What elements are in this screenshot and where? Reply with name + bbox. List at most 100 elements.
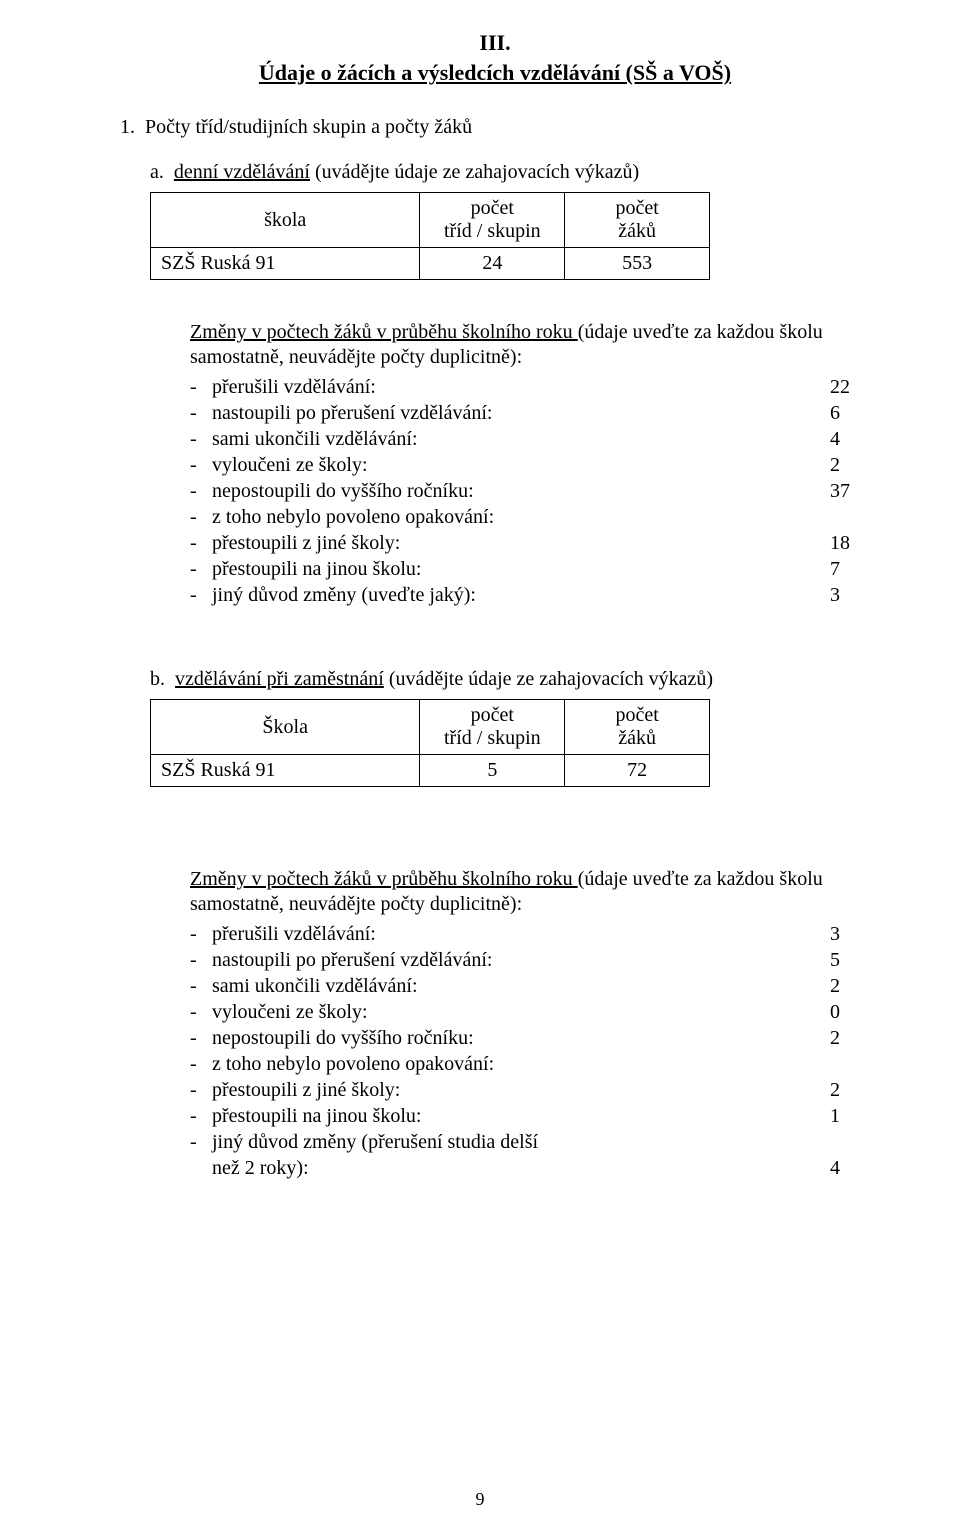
bullet-label: jiný důvod změny (přerušení studia delší — [212, 1129, 820, 1155]
table-b: Škola počet tříd / skupin počet žáků SZŠ… — [150, 699, 710, 787]
table-b-col-groups: počet tříd / skupin — [420, 700, 565, 755]
bullet-value: 2 — [820, 973, 870, 999]
table-b-pupils: 72 — [565, 755, 710, 787]
table-a-col-pupils: počet žáků — [565, 193, 710, 248]
bullet-value: 18 — [820, 530, 870, 556]
bullet-value: 1 — [820, 1103, 870, 1129]
changes-intro-b: Změny v počtech žáků v průběhu školního … — [190, 867, 870, 917]
bullet-value: 4 — [820, 426, 870, 452]
changes-intro-a: Změny v počtech žáků v průběhu školního … — [190, 320, 870, 370]
table-a-col-pupils-l2: žáků — [618, 220, 656, 242]
bullet-label: sami ukončili vzdělávání: — [212, 426, 820, 452]
table-a-col-groups-l2: tříd / skupin — [444, 220, 541, 242]
page: III. Údaje o žácích a výsledcích vzděláv… — [0, 0, 960, 1530]
table-b-row: SZŠ Ruská 91 5 72 — [151, 755, 710, 787]
bullet-value: 22 — [820, 374, 870, 400]
bullet-value: 4 — [820, 1155, 870, 1181]
bullet-label: než 2 roky): — [212, 1155, 820, 1181]
list-item: -sami ukončili vzdělávání:4 — [190, 426, 870, 452]
bullet-label: vyloučeni ze školy: — [212, 999, 820, 1025]
sub-a-rest: (uvádějte údaje ze zahajovacích výkazů) — [310, 161, 639, 183]
list-item: -vyloučeni ze školy:2 — [190, 452, 870, 478]
table-a-header-row: škola počet tříd / skupin počet žáků — [151, 193, 710, 248]
list-item: -jiný důvod změny (uveďte jaký):3 — [190, 582, 870, 608]
bullet-label: přerušili vzdělávání: — [212, 374, 820, 400]
bullet-label: přestoupili na jinou školu: — [212, 556, 820, 582]
bullet-label: přestoupili z jiné školy: — [212, 1077, 820, 1103]
table-a-col-pupils-l1: počet — [615, 197, 658, 219]
table-b-col-groups-l2: tříd / skupin — [444, 727, 541, 749]
table-a-col-groups: počet tříd / skupin — [420, 193, 565, 248]
table-a-pupils: 553 — [565, 248, 710, 280]
changes-intro-a-ul: Změny v počtech žáků v průběhu školního … — [190, 321, 578, 343]
table-a-school: SZŠ Ruská 91 — [151, 248, 420, 280]
table-a: škola počet tříd / skupin počet žáků SZŠ… — [150, 192, 710, 280]
list-item: -přestoupili na jinou školu:1 — [190, 1103, 870, 1129]
bullet-label: z toho nebylo povoleno opakování: — [212, 1051, 820, 1077]
roman-numeral: III. — [120, 30, 870, 56]
subheading-b: b. vzdělávání při zaměstnání (uvádějte ú… — [150, 668, 870, 691]
bullet-label: přestoupili na jinou školu: — [212, 1103, 820, 1129]
bullets-a: -přerušili vzdělávání:22 -nastoupili po … — [190, 374, 870, 608]
heading-1: 1. Počty tříd/studijních skupin a počty … — [120, 116, 870, 139]
list-item: -nepostoupili do vyššího ročníku:37 — [190, 478, 870, 504]
bullet-value: 0 — [820, 999, 870, 1025]
list-item: -přestoupili na jinou školu:7 — [190, 556, 870, 582]
table-a-col-groups-l1: počet — [471, 197, 514, 219]
sub-b-letter: b. — [150, 668, 175, 690]
list-item: -z toho nebylo povoleno opakování: — [190, 1051, 870, 1077]
table-b-col-school: Škola — [151, 700, 420, 755]
table-b-header-row: Škola počet tříd / skupin počet žáků — [151, 700, 710, 755]
table-a-row: SZŠ Ruská 91 24 553 — [151, 248, 710, 280]
section-title: Údaje o žácích a výsledcích vzdělávání (… — [120, 60, 870, 86]
sub-a-letter: a. — [150, 161, 174, 183]
bullet-label: nastoupili po přerušení vzdělávání: — [212, 947, 820, 973]
changes-intro-b-ul: Změny v počtech žáků v průběhu školního … — [190, 868, 578, 890]
bullet-value: 3 — [820, 921, 870, 947]
bullet-value — [820, 1129, 870, 1155]
bullet-value: 2 — [820, 452, 870, 478]
list-item: -sami ukončili vzdělávání:2 — [190, 973, 870, 999]
table-a-groups: 24 — [420, 248, 565, 280]
bullet-label: nepostoupili do vyššího ročníku: — [212, 1025, 820, 1051]
bullet-label: nepostoupili do vyššího ročníku: — [212, 478, 820, 504]
bullets-b: -přerušili vzdělávání:3 -nastoupili po p… — [190, 921, 870, 1181]
list-item: než 2 roky):4 — [190, 1155, 870, 1181]
table-a-col-school: škola — [151, 193, 420, 248]
bullet-value — [820, 504, 870, 530]
sub-b-underlined: vzdělávání při zaměstnání — [175, 668, 384, 690]
list-item: -nastoupili po přerušení vzdělávání:6 — [190, 400, 870, 426]
subheading-a: a. denní vzdělávání (uvádějte údaje ze z… — [150, 161, 870, 184]
table-b-col-pupils-l2: žáků — [618, 727, 656, 749]
list-item: -z toho nebylo povoleno opakování: — [190, 504, 870, 530]
list-item: -přestoupili z jiné školy:18 — [190, 530, 870, 556]
sub-b-rest: (uvádějte údaje ze zahajovacích výkazů) — [384, 668, 713, 690]
bullet-value — [820, 1051, 870, 1077]
bullet-value: 3 — [820, 582, 870, 608]
bullet-value: 2 — [820, 1077, 870, 1103]
bullet-value: 6 — [820, 400, 870, 426]
sub-a-underlined: denní vzdělávání — [174, 161, 310, 183]
bullet-value: 37 — [820, 478, 870, 504]
table-b-school: SZŠ Ruská 91 — [151, 755, 420, 787]
list-item: -přestoupili z jiné školy:2 — [190, 1077, 870, 1103]
table-b-groups: 5 — [420, 755, 565, 787]
bullet-label: přestoupili z jiné školy: — [212, 530, 820, 556]
bullet-value: 7 — [820, 556, 870, 582]
bullet-label: z toho nebylo povoleno opakování: — [212, 504, 820, 530]
table-b-col-groups-l1: počet — [471, 704, 514, 726]
table-b-col-pupils: počet žáků — [565, 700, 710, 755]
page-number: 9 — [0, 1489, 960, 1510]
list-item: -nepostoupili do vyššího ročníku:2 — [190, 1025, 870, 1051]
bullet-value: 5 — [820, 947, 870, 973]
list-item: -nastoupili po přerušení vzdělávání:5 — [190, 947, 870, 973]
bullet-label: sami ukončili vzdělávání: — [212, 973, 820, 999]
list-item: -přerušili vzdělávání:3 — [190, 921, 870, 947]
bullet-label: vyloučeni ze školy: — [212, 452, 820, 478]
bullet-value: 2 — [820, 1025, 870, 1051]
bullet-label: nastoupili po přerušení vzdělávání: — [212, 400, 820, 426]
bullet-label: přerušili vzdělávání: — [212, 921, 820, 947]
list-item: -vyloučeni ze školy:0 — [190, 999, 870, 1025]
list-item: -jiný důvod změny (přerušení studia delš… — [190, 1129, 870, 1155]
table-b-col-pupils-l1: počet — [615, 704, 658, 726]
